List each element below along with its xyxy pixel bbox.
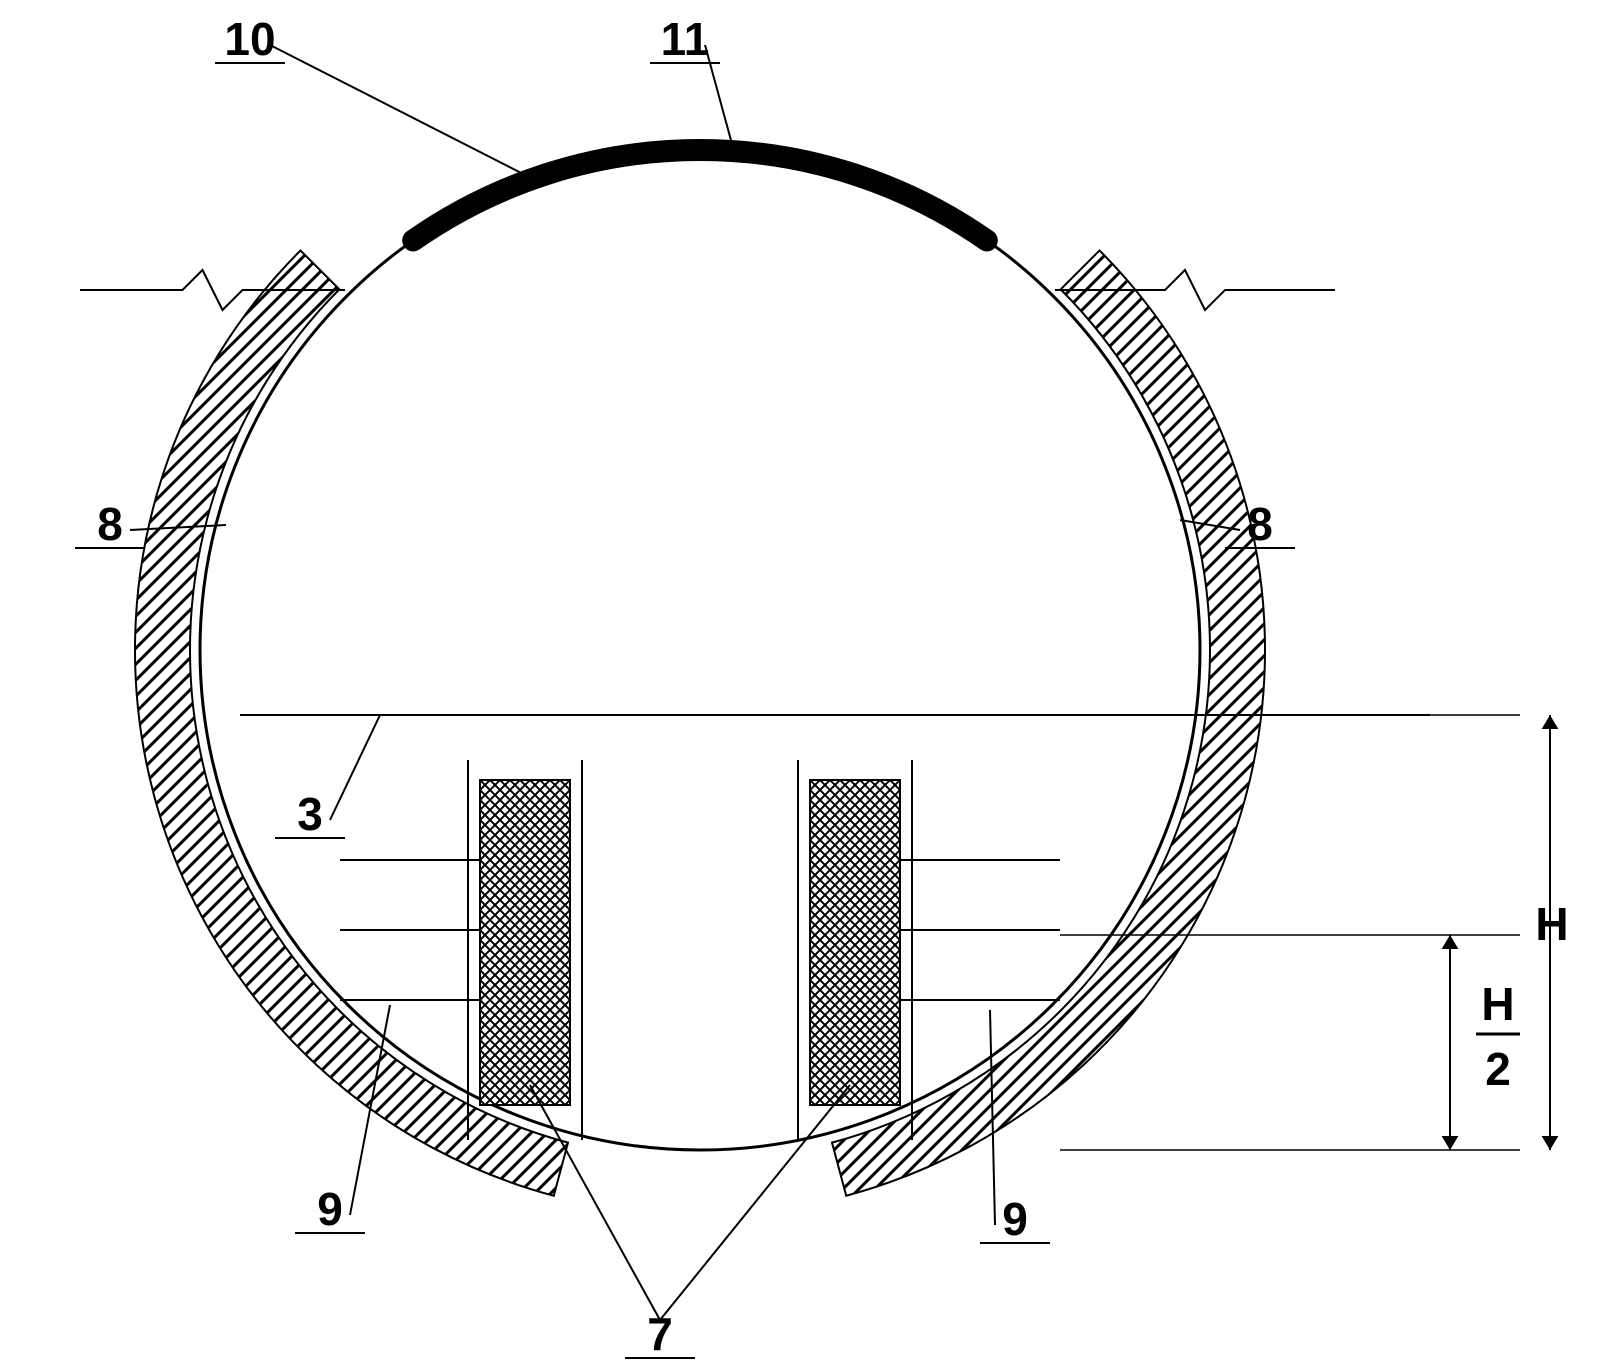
label-9L: 9 — [317, 1183, 343, 1235]
leader-7-0 — [530, 1085, 660, 1320]
leader-7-1 — [660, 1085, 850, 1320]
label-H: H — [1535, 898, 1568, 950]
dim-H-arrow-top — [1542, 715, 1559, 729]
pillar-left — [480, 780, 570, 1105]
label-9R: 9 — [1002, 1193, 1028, 1245]
label-8L: 8 — [97, 498, 123, 550]
dim-H-arrow-bot — [1542, 1136, 1559, 1150]
leader-3 — [330, 715, 380, 820]
top-arc — [413, 150, 987, 240]
leader-11 — [705, 45, 735, 155]
label-H2_top: H — [1481, 978, 1514, 1030]
label-10: 10 — [224, 13, 275, 65]
label-H2_bot: 2 — [1485, 1043, 1511, 1095]
leader-10 — [270, 45, 535, 180]
dim-H2-arrow-top — [1442, 935, 1459, 949]
label-8R: 8 — [1247, 498, 1273, 550]
dim-H2-arrow-bot — [1442, 1136, 1459, 1150]
label-3: 3 — [297, 788, 323, 840]
label-7: 7 — [647, 1308, 673, 1360]
pillar-right — [810, 780, 900, 1105]
label-11: 11 — [661, 13, 710, 65]
